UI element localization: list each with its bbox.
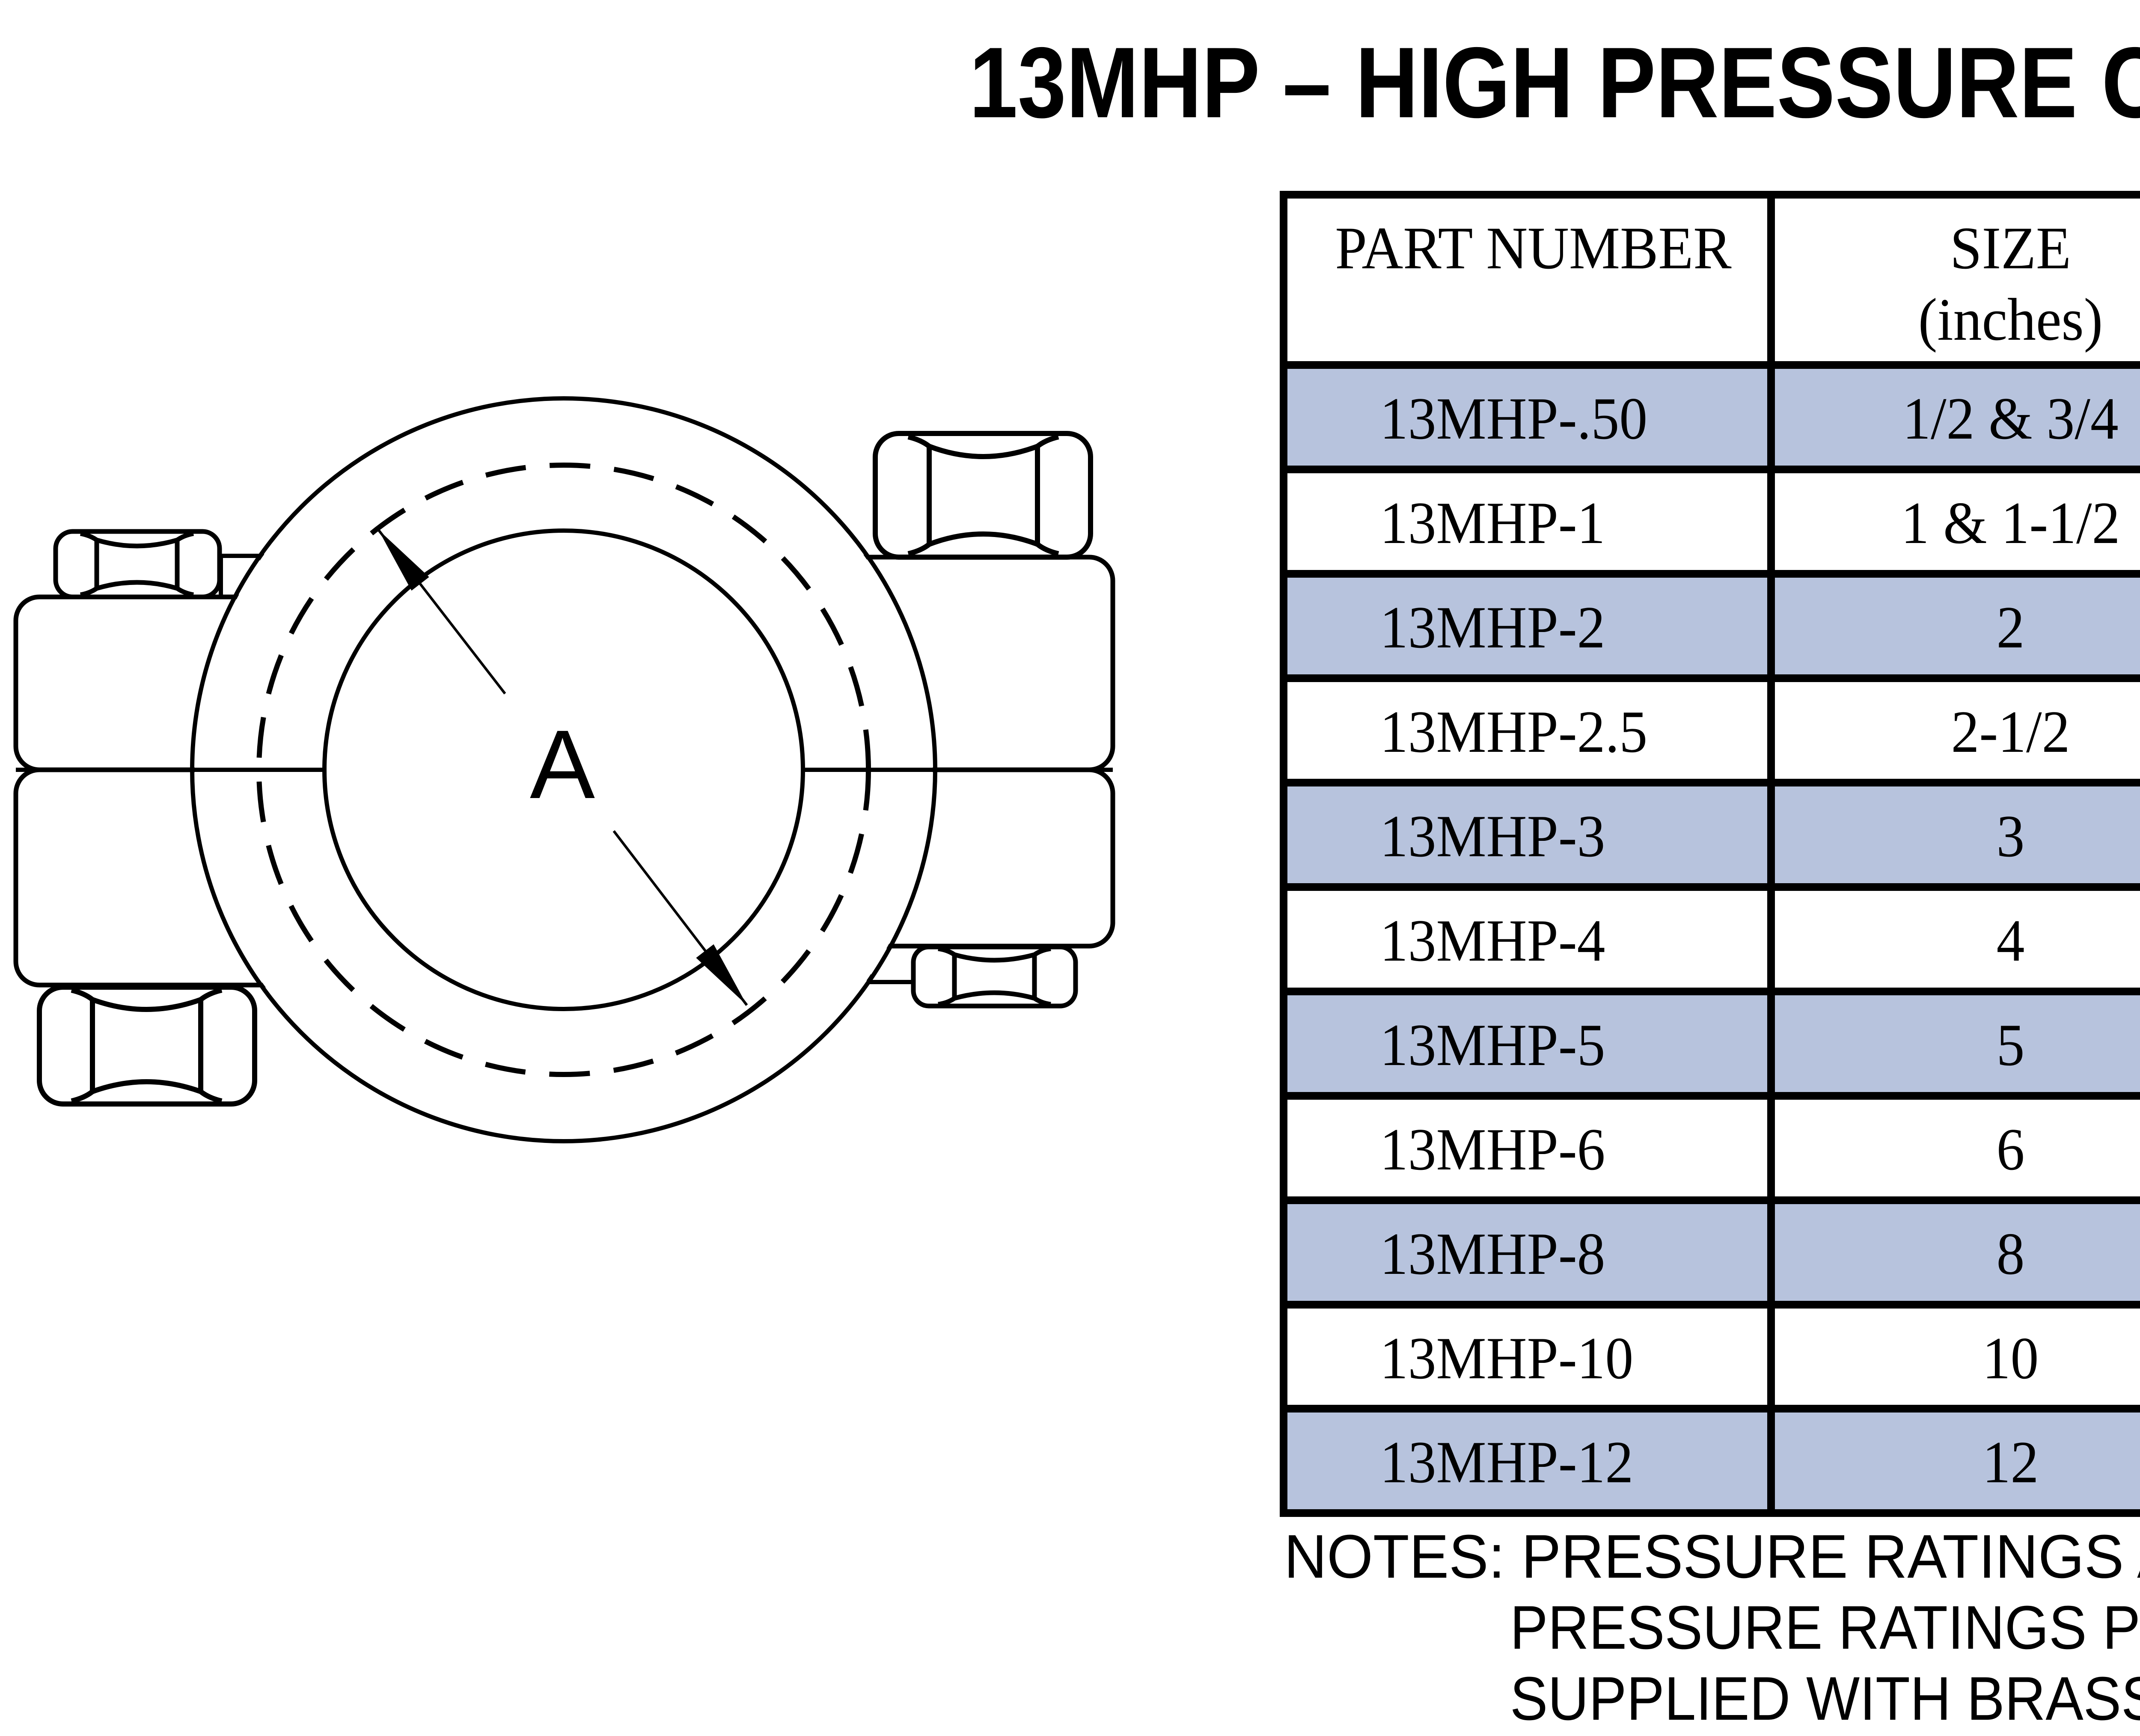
svg-text:A: A [530,710,595,819]
